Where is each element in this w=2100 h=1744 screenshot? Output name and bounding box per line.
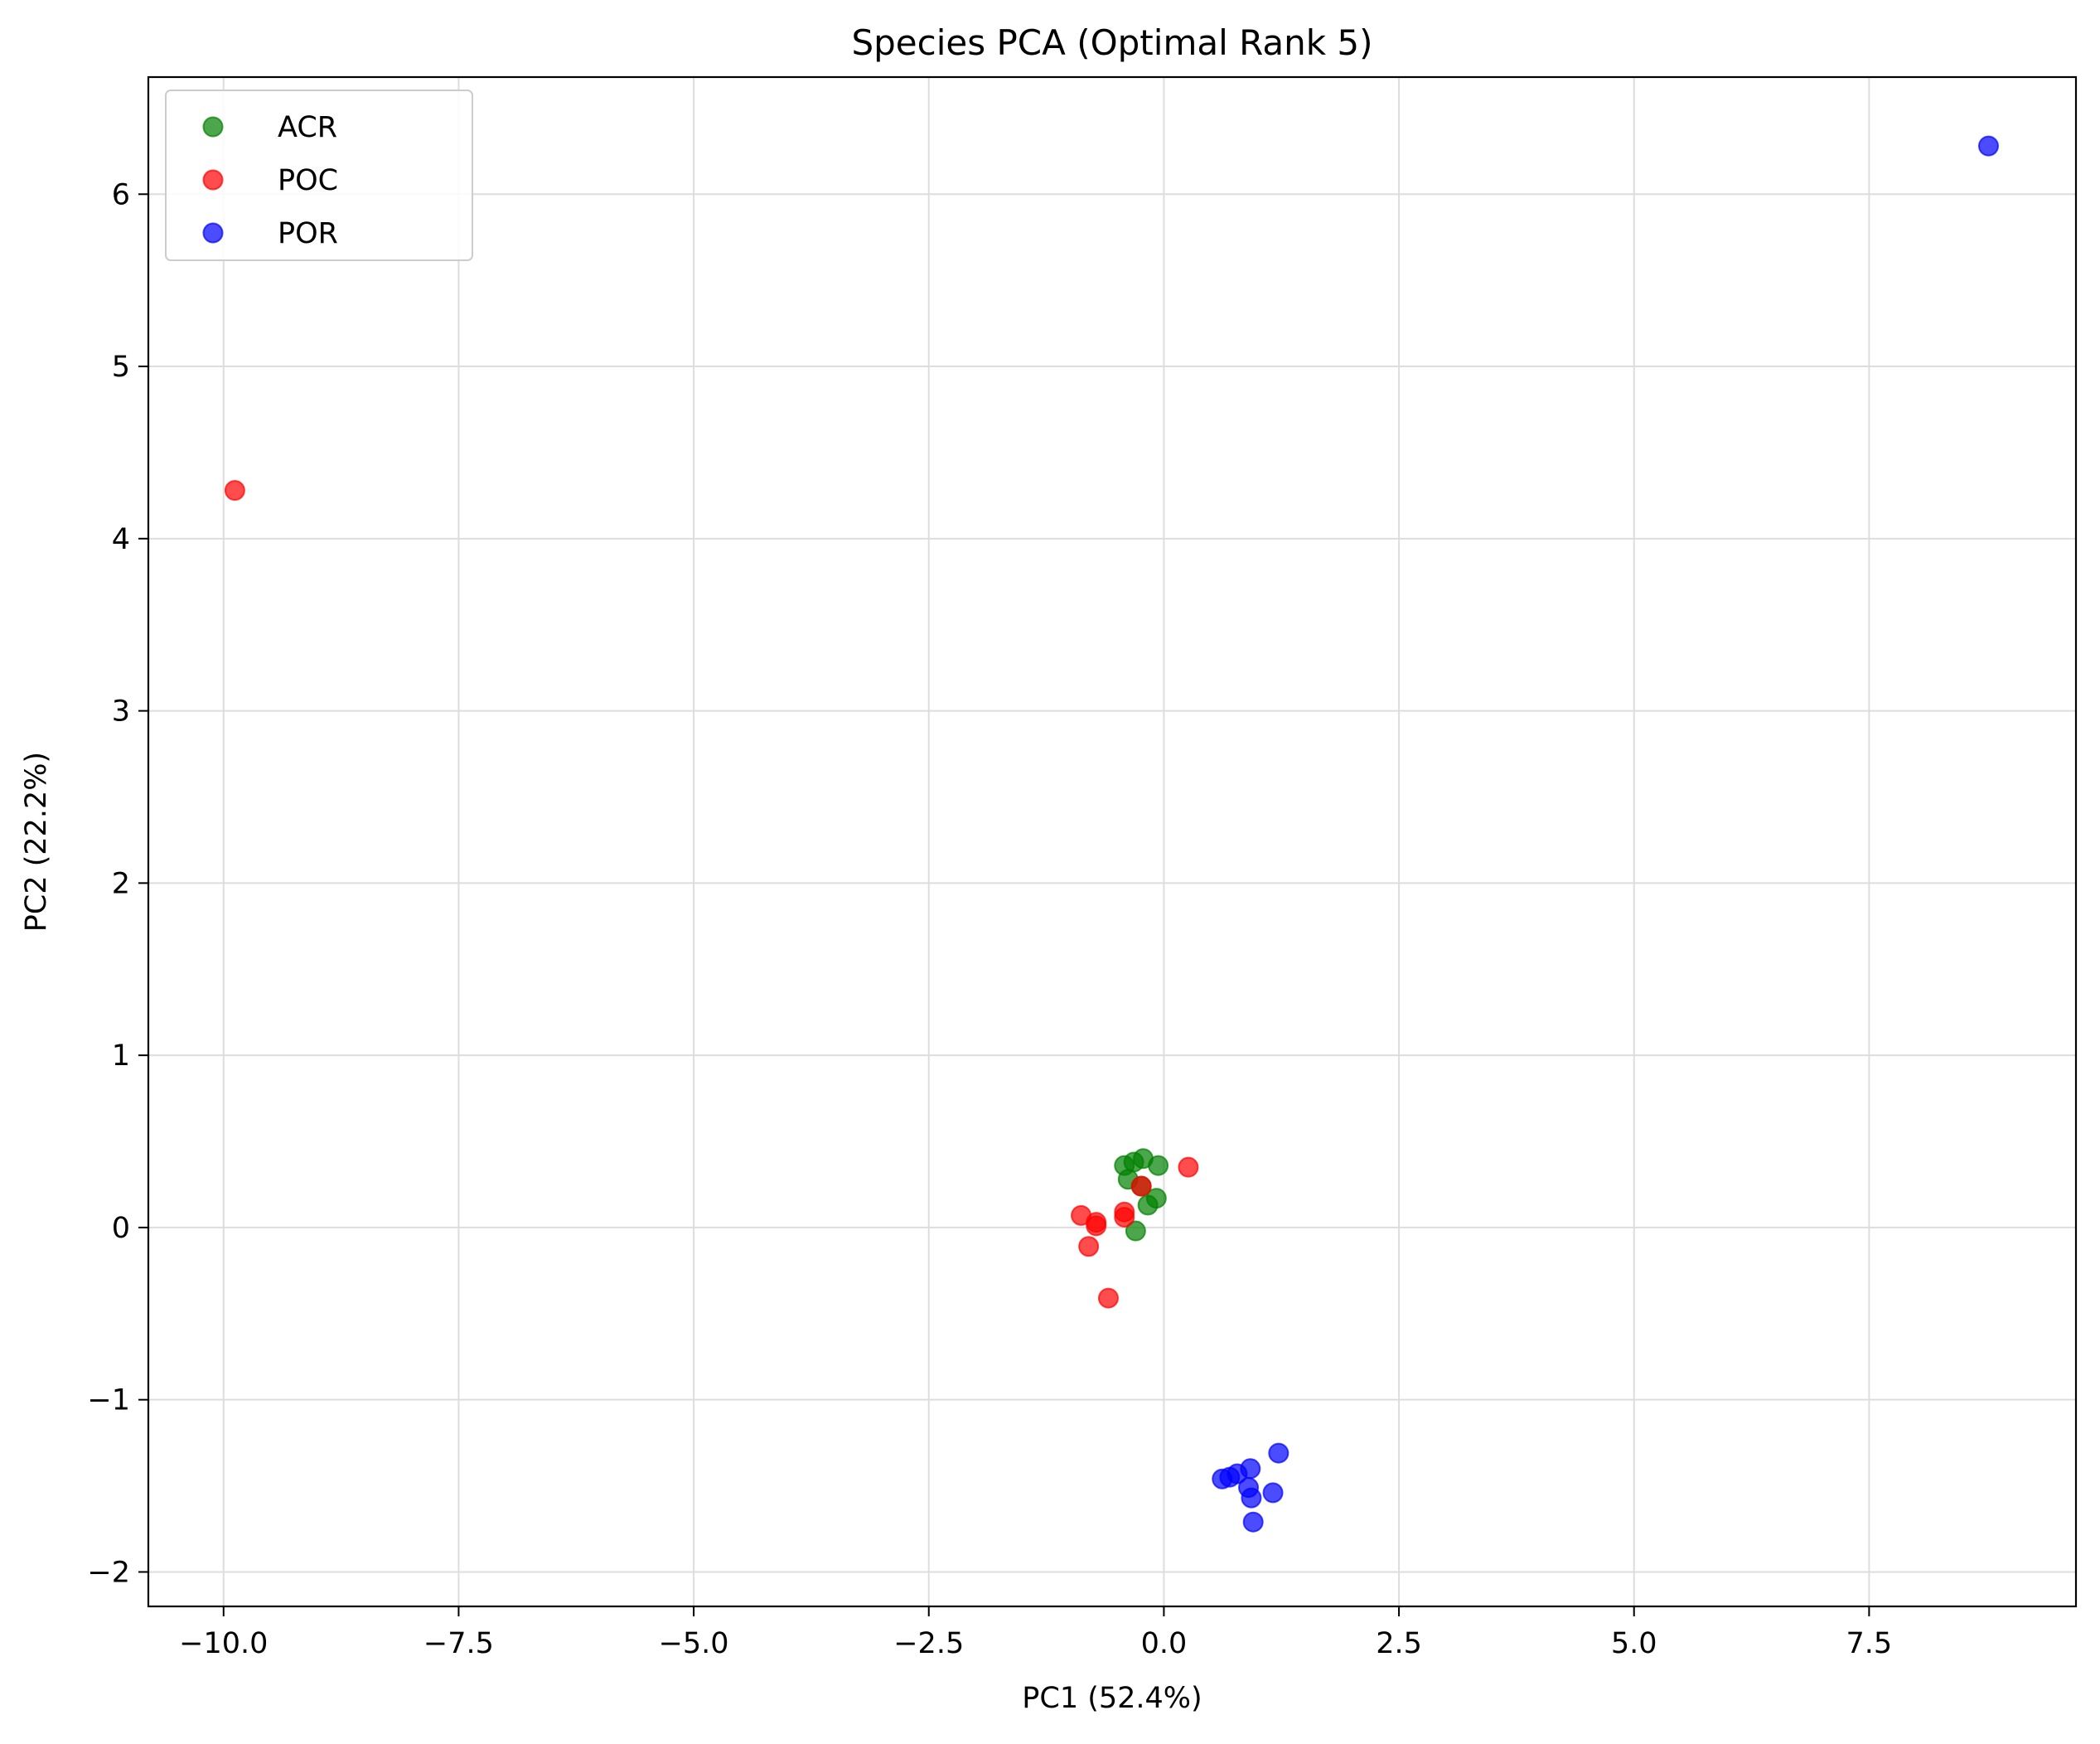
point-poc xyxy=(1178,1156,1199,1178)
legend-label-acr: ACR xyxy=(278,111,337,144)
point-poc xyxy=(224,480,245,501)
x-tick-label: −2.5 xyxy=(893,1627,964,1660)
x-tick-label: 2.5 xyxy=(1376,1627,1422,1660)
plot-area-frame xyxy=(147,75,2078,1608)
point-acr xyxy=(1125,1220,1146,1242)
y-tick-label: 3 xyxy=(112,695,130,729)
point-poc xyxy=(1114,1206,1135,1228)
x-axis-ticks: −10.0 −7.5 −5.0 −2.5 0.0 2.5 5.0 7.5 xyxy=(179,1606,1892,1660)
legend-marker-poc xyxy=(202,169,224,191)
point-por xyxy=(1241,1487,1262,1509)
x-tick-label: −10.0 xyxy=(179,1627,268,1660)
legend-label-poc: POC xyxy=(278,164,338,197)
point-poc xyxy=(1078,1236,1100,1257)
x-tick-label: 7.5 xyxy=(1846,1627,1893,1660)
point-por xyxy=(1262,1482,1284,1504)
x-tick-label: −5.0 xyxy=(659,1627,729,1660)
point-poc xyxy=(1086,1215,1107,1237)
point-poc xyxy=(1130,1175,1152,1197)
y-tick-label: 2 xyxy=(112,867,130,900)
y-tick-label: 5 xyxy=(112,351,130,384)
legend-label-por: POR xyxy=(278,217,338,250)
y-tick-label: −1 xyxy=(87,1384,130,1417)
y-tick-label: 0 xyxy=(112,1212,130,1245)
x-axis-label: PC1 (52.4%) xyxy=(1022,1682,1202,1715)
y-axis-ticks: −2 −1 0 1 2 3 4 5 6 xyxy=(87,178,148,1589)
y-tick-label: −2 xyxy=(87,1556,130,1589)
chart-title: Species PCA (Optimal Rank 5) xyxy=(851,22,1372,63)
legend-box xyxy=(165,90,473,261)
point-acr xyxy=(1137,1194,1159,1216)
x-tick-label: 0.0 xyxy=(1141,1627,1188,1660)
point-poc xyxy=(1097,1287,1119,1309)
point-por xyxy=(1977,135,1999,157)
y-tick-label: 4 xyxy=(112,523,130,556)
x-tick-label: −7.5 xyxy=(423,1627,494,1660)
y-tick-label: 6 xyxy=(112,178,130,211)
data-points xyxy=(224,135,1999,1533)
grid-lines xyxy=(148,77,2076,1606)
legend: ACR POC POR xyxy=(165,90,473,261)
x-tick-label: 5.0 xyxy=(1611,1627,1657,1660)
legend-marker-por xyxy=(202,222,224,244)
y-axis-label: PC2 (22.2%) xyxy=(20,752,53,932)
legend-marker-acr xyxy=(202,116,224,138)
point-por xyxy=(1242,1511,1264,1533)
y-tick-label: 1 xyxy=(112,1039,130,1073)
point-por xyxy=(1268,1442,1290,1464)
point-acr xyxy=(1148,1155,1169,1176)
point-por xyxy=(1227,1463,1248,1485)
